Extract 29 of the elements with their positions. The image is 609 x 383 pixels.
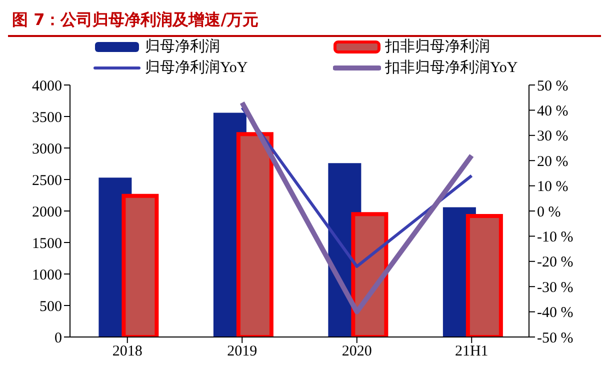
- y-tick-label: 2000: [32, 204, 62, 220]
- legend-label: 扣非归母净利润: [385, 38, 490, 56]
- y-tick-label: 2500: [32, 172, 62, 189]
- y-tick-label: 4000: [32, 78, 62, 94]
- y2-tick-label: -30 %: [537, 280, 574, 296]
- legend-label: 扣非归母净利润YoY: [385, 58, 518, 77]
- x-tick-label: 2020: [342, 344, 372, 360]
- y2-tick-label: 40 %: [537, 104, 568, 120]
- y2-tick-label: 0 %: [537, 204, 561, 220]
- y-tick-label: 3500: [32, 110, 62, 126]
- y2-tick-label: 30 %: [537, 128, 568, 145]
- y2-tick-label: -40 %: [537, 305, 574, 322]
- y-tick-label: 1000: [32, 267, 62, 284]
- x-tick-label: 2018: [112, 344, 142, 360]
- y2-tick-label: 20 %: [537, 154, 568, 170]
- x-tick-label: 2019: [227, 344, 258, 360]
- y2-tick-label: -20 %: [537, 254, 574, 271]
- y2-tick-label: 10 %: [537, 179, 568, 196]
- y2-tick-label: -10 %: [537, 230, 574, 246]
- y2-tick-label: -50 %: [537, 330, 574, 346]
- legend-label: 归母净利润YoY: [145, 58, 248, 77]
- x-tick-label: 21H1: [454, 344, 488, 360]
- legend-label: 归母净利润: [145, 38, 220, 56]
- y-tick-label: 500: [40, 298, 62, 315]
- y-tick-label: 0: [54, 330, 62, 346]
- chart-title: 图 7：公司归母净利润及增速/万元: [8, 8, 601, 37]
- y-tick-label: 3000: [32, 141, 62, 158]
- y2-tick-label: 50 %: [537, 78, 568, 94]
- y-tick-label: 1500: [32, 236, 62, 252]
